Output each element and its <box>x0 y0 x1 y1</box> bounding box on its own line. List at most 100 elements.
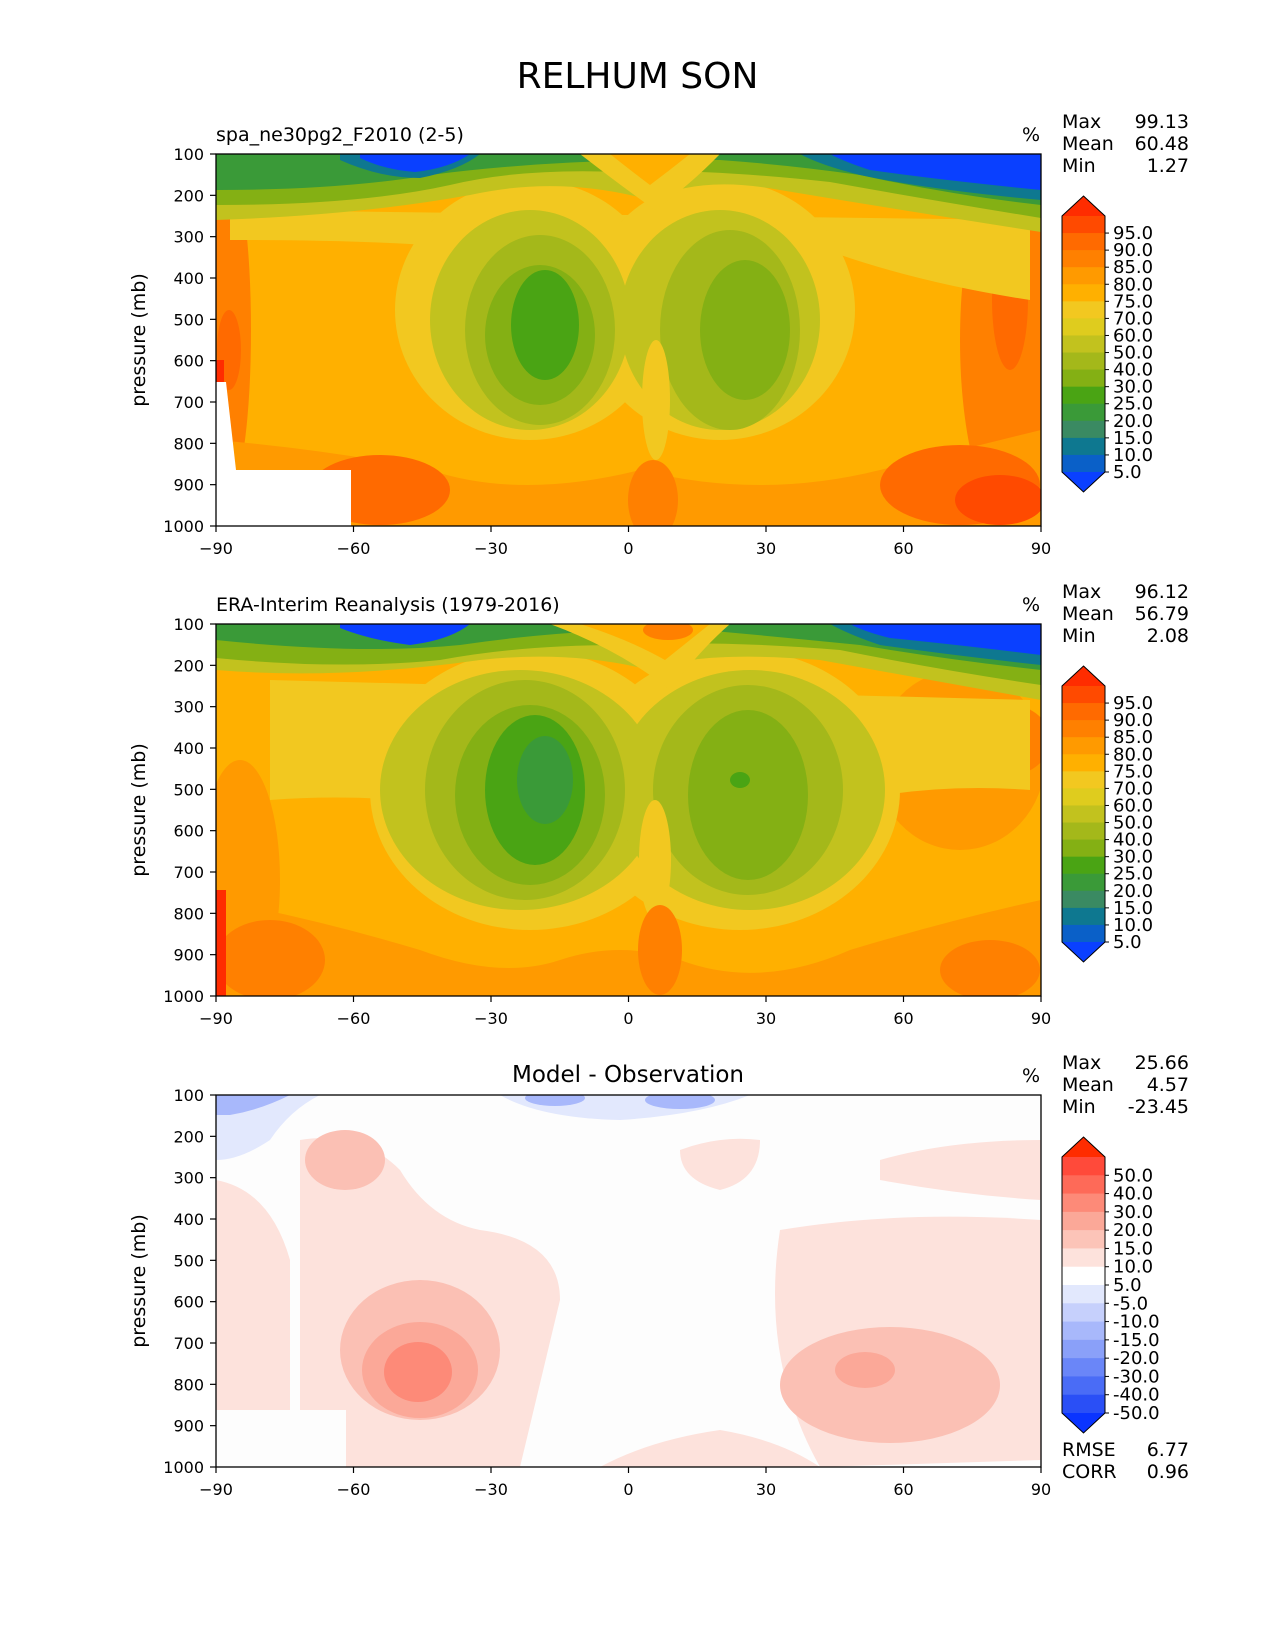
y-axis-label: pressure (mb) <box>128 1214 150 1348</box>
colorbar-label: 5.0 <box>1113 932 1142 953</box>
x-tick-label: −90 <box>199 1480 233 1499</box>
x-tick-label: 0 <box>623 1480 633 1499</box>
colorbar-outline <box>1061 1136 1106 1434</box>
colorbar-label: 30.0 <box>1113 1202 1153 1223</box>
y-tick-label: 600 <box>173 822 204 841</box>
colorbar-segment <box>1062 386 1105 405</box>
stat-value: 1.27 <box>1147 155 1189 177</box>
colorbar-label: 40.0 <box>1113 830 1153 851</box>
colorbar-label: -30.0 <box>1113 1366 1160 1387</box>
colorbar-segment <box>1062 420 1105 439</box>
y-tick-label: 1000 <box>163 1458 204 1477</box>
stat-value: 4.57 <box>1147 1074 1189 1096</box>
colorbar-label: 10.0 <box>1113 1257 1153 1278</box>
y-tick-label: 800 <box>173 434 204 453</box>
y-tick-label: 1000 <box>163 987 204 1006</box>
units-label: % <box>1022 1065 1040 1087</box>
y-tick-label: 500 <box>173 780 204 799</box>
x-tick-label: −60 <box>337 539 371 558</box>
colorbar-label: 50.0 <box>1113 813 1153 834</box>
colorbar-segment <box>1062 839 1105 858</box>
x-tick-label: 90 <box>1031 539 1051 558</box>
x-tick-label: 90 <box>1031 1480 1051 1499</box>
stats-block: Max 96.12 Mean 56.79 Min 2.08 <box>1062 581 1189 647</box>
colorbar-segment <box>1062 233 1105 251</box>
colorbar-label: 80.0 <box>1113 274 1153 295</box>
y-tick-label: 400 <box>173 739 204 758</box>
colorbar-label: 10.0 <box>1113 445 1153 466</box>
x-tick-label: −60 <box>337 1480 371 1499</box>
y-tick-label: 400 <box>173 1210 204 1229</box>
x-tick-label: 0 <box>623 1009 633 1028</box>
colorbar: 95.090.085.080.075.070.060.050.040.030.0… <box>1061 195 1153 493</box>
y-tick-label: 900 <box>173 946 204 965</box>
colorbar-label: -10.0 <box>1113 1312 1160 1333</box>
x-tick-label: 30 <box>756 539 776 558</box>
y-tick-label: 600 <box>173 352 204 371</box>
colorbar-label: 70.0 <box>1113 778 1153 799</box>
colorbar-label: 5.0 <box>1113 1275 1142 1296</box>
stats-block: Max 25.66 Mean 4.57 Min -23.45 RMSE 6.77 CORR 0.9… <box>1062 1052 1189 1483</box>
stat-label: RMSE <box>1062 1439 1116 1461</box>
colorbar-segment <box>1062 907 1105 926</box>
observation-field <box>216 624 1041 996</box>
colorbar-segment <box>1062 1193 1105 1213</box>
panel-title: Model - Observation <box>512 1062 744 1088</box>
colorbar-segment <box>1062 284 1105 302</box>
colorbar-segment <box>1062 924 1105 943</box>
units-label: % <box>1022 594 1040 616</box>
colorbar-segment <box>1062 369 1105 388</box>
colorbar-label: -15.0 <box>1113 1330 1160 1351</box>
colorbar-label: 75.0 <box>1113 761 1153 782</box>
difference-field <box>216 1095 1041 1467</box>
colorbar-segment <box>1062 1230 1105 1250</box>
colorbar-label: -50.0 <box>1113 1403 1160 1424</box>
colorbar-segment <box>1062 805 1105 824</box>
y-tick-label: 100 <box>173 1086 204 1105</box>
colorbar-segment <box>1062 1211 1105 1231</box>
figure-title: RELHUM SON <box>516 56 759 97</box>
y-tick-label: 700 <box>173 863 204 882</box>
x-tick-label: 90 <box>1031 1009 1051 1028</box>
y-axis-label: pressure (mb) <box>128 743 150 877</box>
y-tick-label: 300 <box>173 228 204 247</box>
colorbar-label: 50.0 <box>1113 343 1153 364</box>
colorbar-segment <box>1062 1266 1105 1286</box>
x-tick-label: 60 <box>893 539 913 558</box>
model-field <box>216 154 1041 526</box>
x-tick-label: −60 <box>337 1009 371 1028</box>
colorbar-extend-min <box>1062 942 1105 962</box>
colorbar-segment <box>1062 856 1105 875</box>
stat-value: 99.13 <box>1135 111 1189 133</box>
colorbar-segment <box>1062 318 1105 337</box>
colorbar-segment <box>1062 1285 1105 1304</box>
colorbar-segment <box>1062 822 1105 841</box>
y-tick-label: 900 <box>173 476 204 495</box>
colorbar-extend-min <box>1062 472 1105 492</box>
colorbar-label: 25.0 <box>1113 394 1153 415</box>
panel-title: spa_ne30pg2_F2010 (2-5) <box>216 124 464 146</box>
colorbar-label: 15.0 <box>1113 898 1153 919</box>
colorbar-segment <box>1062 335 1105 354</box>
colorbar-segment <box>1062 301 1105 319</box>
panel-title: ERA-Interim Reanalysis (1979-2016) <box>216 594 560 616</box>
stats-block: Max 99.13 Mean 60.48 Min 1.27 <box>1062 111 1189 177</box>
x-tick-label: 60 <box>893 1480 913 1499</box>
colorbar-label: 20.0 <box>1113 881 1153 902</box>
colorbar-label: 75.0 <box>1113 291 1153 312</box>
colorbar-segment <box>1062 754 1105 772</box>
colorbar: 50.040.030.020.015.010.05.0-5.0-10.0-15.… <box>1061 1136 1160 1434</box>
x-tick-label: −30 <box>474 1009 508 1028</box>
stat-label: Max <box>1062 1052 1101 1074</box>
colorbar-label: 15.0 <box>1113 428 1153 449</box>
y-tick-label: 800 <box>173 1375 204 1394</box>
y-tick-label: 400 <box>173 269 204 288</box>
stat-label: Min <box>1062 155 1096 177</box>
colorbar-segment <box>1062 703 1105 721</box>
colorbar-segment <box>1062 1339 1105 1359</box>
colorbar-segment <box>1062 1376 1105 1396</box>
stat-label: Min <box>1062 1096 1096 1118</box>
x-tick-label: −90 <box>199 539 233 558</box>
x-tick-label: 60 <box>893 1009 913 1028</box>
